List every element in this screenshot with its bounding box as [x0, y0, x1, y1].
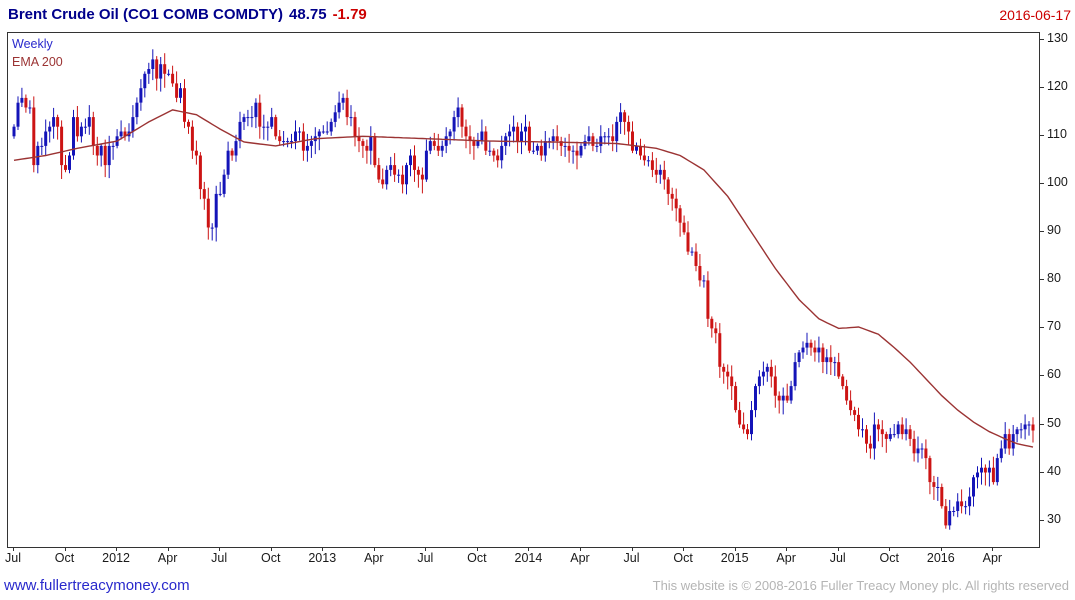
x-axis-label: Oct: [54, 551, 75, 565]
x-axis-tick: [476, 547, 478, 551]
price-change: -1.79: [332, 6, 367, 23]
x-axis-tick: [116, 547, 118, 551]
y-axis-tick: [1039, 279, 1044, 281]
y-axis-label: 70: [1047, 319, 1061, 334]
x-axis-tick: [270, 547, 272, 551]
x-axis-label: 2014: [514, 551, 543, 565]
x-axis-label: Oct: [673, 551, 693, 565]
x-axis-tick: [837, 547, 839, 551]
x-axis-label: 2015: [720, 551, 749, 565]
x-axis-label: 2016: [926, 551, 955, 565]
x-axis-label: Apr: [157, 551, 178, 565]
x-axis-tick: [13, 547, 14, 551]
x-axis-label: 2012: [102, 551, 130, 565]
ema-legend-label: EMA 200: [12, 55, 63, 69]
y-axis-tick: [1039, 39, 1044, 41]
y-axis-tick: [1039, 471, 1044, 473]
x-axis-label: 2013: [308, 551, 337, 565]
x-axis-label: Jul: [623, 551, 640, 565]
y-axis-label: 50: [1047, 415, 1061, 430]
y-axis-label: 30: [1047, 511, 1061, 526]
x-axis-tick: [992, 547, 994, 551]
instrument-title: Brent Crude Oil (CO1 COMB COMDTY): [8, 6, 284, 23]
y-axis-label: 100: [1047, 175, 1068, 190]
x-axis-tick: [940, 547, 942, 551]
x-axis-tick: [683, 547, 685, 551]
x-axis-label: Apr: [776, 551, 796, 565]
x-axis-tick: [528, 547, 530, 551]
y-axis-label: 130: [1047, 31, 1068, 46]
x-axis-tick: [167, 547, 169, 551]
x-axis-tick: [889, 547, 891, 551]
y-axis-label: 110: [1047, 127, 1067, 142]
candlestick-chart: [12, 49, 1035, 530]
y-axis-label: 60: [1047, 367, 1061, 382]
timeframe-label: Weekly: [12, 37, 53, 51]
y-axis-tick: [1039, 87, 1044, 89]
price-chart-area: [7, 32, 1040, 548]
x-axis-label: Apr: [364, 551, 384, 565]
x-axis-label: Jul: [211, 551, 228, 565]
y-axis-tick: [1039, 183, 1044, 185]
x-axis-tick: [373, 547, 375, 551]
x-axis-tick: [631, 547, 633, 551]
copyright-text: This website is © 2008-2016 Fuller Treac…: [652, 578, 1069, 593]
x-axis-label: Jul: [417, 551, 434, 565]
x-axis-label: Oct: [260, 551, 281, 565]
x-axis-label: Oct: [879, 551, 899, 565]
x-axis-tick: [579, 547, 581, 551]
y-axis-label: 120: [1047, 79, 1068, 94]
y-axis-label: 80: [1047, 271, 1061, 286]
y-axis-tick: [1039, 135, 1044, 137]
y-axis-tick: [1039, 327, 1044, 329]
y-axis-tick: [1039, 423, 1044, 425]
chart-header: Brent Crude Oil (CO1 COMB COMDTY) 48.75 -1…: [8, 6, 1069, 30]
y-axis-tick: [1039, 375, 1044, 377]
x-axis-tick: [786, 547, 788, 551]
y-axis-label: 40: [1047, 463, 1061, 478]
x-axis-tick: [219, 547, 221, 551]
x-axis-tick: [64, 547, 66, 551]
x-axis-label: Jul: [829, 551, 846, 565]
chart-date: 2016-06-17: [999, 7, 1071, 23]
x-axis-label: Apr: [570, 551, 590, 565]
x-axis-tick: [425, 547, 427, 551]
y-axis-label: 90: [1047, 223, 1061, 238]
x-axis-label: Jul: [5, 551, 21, 565]
y-axis-tick: [1039, 231, 1044, 233]
x-axis-label: Oct: [467, 551, 487, 565]
x-axis-label: Apr: [982, 551, 1003, 565]
x-axis-tick: [322, 547, 324, 551]
y-axis-tick: [1039, 519, 1044, 521]
last-price: 48.75: [289, 6, 327, 23]
site-link[interactable]: www.fullertreacymoney.com: [4, 577, 190, 594]
x-axis-tick: [734, 547, 736, 551]
